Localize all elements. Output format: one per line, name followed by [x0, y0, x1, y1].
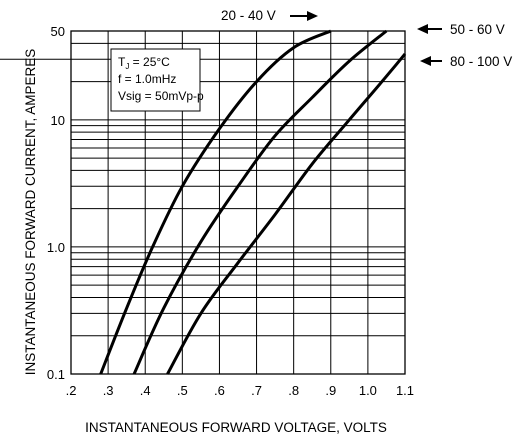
x-tick-label: 1.0 [359, 383, 377, 398]
frequency-label: f = 1.0mHz [118, 72, 176, 86]
series-annotations: 20 - 40 V 50 - 60 V 80 - 100 V [221, 8, 512, 69]
arrow-left-icon [417, 24, 428, 34]
x-tick-label: .9 [325, 383, 336, 398]
x-tick-label: .2 [66, 383, 77, 398]
grid [0, 30, 406, 375]
y-tick-label: 50 [51, 24, 65, 39]
series-label-50-60v: 50 - 60 V [450, 22, 505, 37]
y-tick-label: 0.1 [47, 367, 65, 382]
tj-label: TJ = 25°C [118, 55, 170, 71]
tick-labels: .2 .3 .4 .5 .6 .7 .8 .9 1.0 1.1 0.1 1.0 10 50 [47, 24, 414, 398]
x-tick-label: .3 [103, 383, 114, 398]
y-tick-label: 1.0 [47, 240, 65, 255]
x-tick-label: .7 [251, 383, 262, 398]
series-label-20-40v: 20 - 40 V [221, 8, 276, 23]
conditions-box: TJ = 25°C f = 1.0mHz Vsig = 50mVp-p [110, 48, 204, 112]
arrow-right-head-icon [307, 11, 318, 21]
x-tick-label: .4 [140, 383, 151, 398]
x-tick-label: 1.1 [396, 383, 414, 398]
arrow-left-icon [420, 56, 431, 66]
series-line-2 [166, 52, 407, 375]
x-axis-title: INSTANTANEOUS FORWARD VOLTAGE, VOLTS [85, 420, 387, 435]
x-tick-label: .5 [177, 383, 188, 398]
series-curves [99, 29, 407, 375]
x-tick-label: .6 [214, 383, 225, 398]
vsig-label: Vsig = 50mVp-p [118, 89, 204, 103]
x-tick-label: .8 [288, 383, 299, 398]
series-line-0 [99, 29, 332, 375]
series-line-1 [132, 29, 388, 375]
series-label-80-100v: 80 - 100 V [450, 54, 512, 69]
plot-frame [70, 30, 406, 375]
y-axis-title: INSTANTANEOUS FORWARD CURRENT, AMPERES [23, 49, 38, 376]
y-tick-label: 10 [51, 113, 65, 128]
